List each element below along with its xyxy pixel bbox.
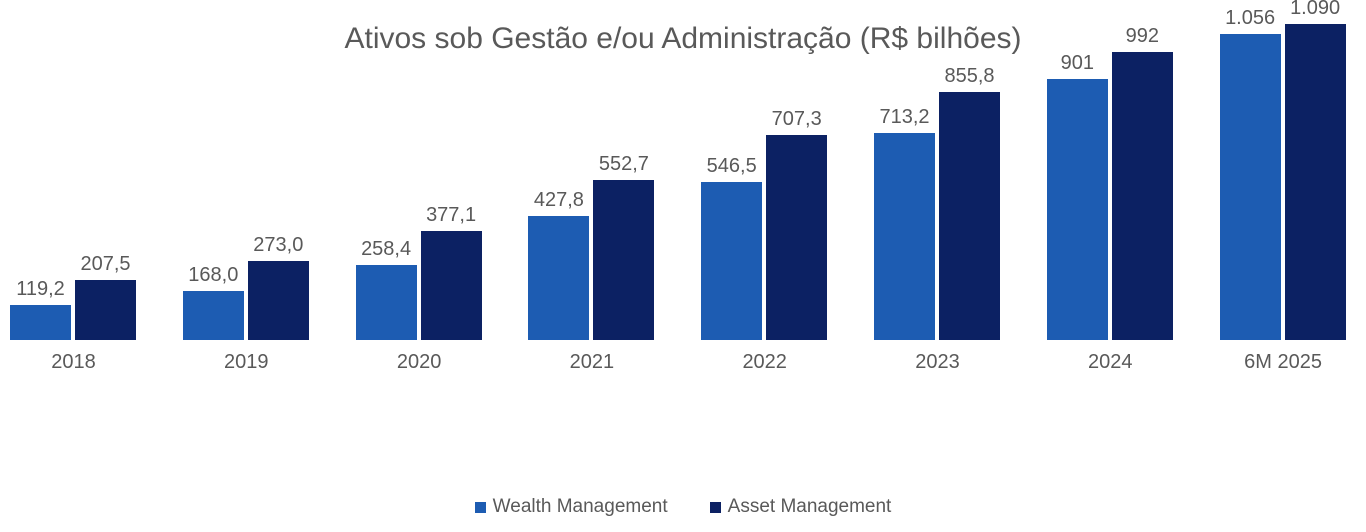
- bar-pair: 168,0 273,0: [182, 234, 310, 340]
- bar-pair: 901 992: [1046, 25, 1174, 340]
- value-label: 901: [1060, 52, 1094, 74]
- bar-asset-management: 552,7: [593, 153, 655, 340]
- bar-group: 168,0 273,0 2019: [182, 234, 310, 373]
- bar-group: 901 992 2024: [1046, 25, 1174, 373]
- legend-item-asset-management: Asset Management: [709, 496, 892, 518]
- category-label: 2020: [396, 351, 442, 373]
- value-label: 168,0: [188, 264, 239, 286]
- legend-label: Asset Management: [727, 496, 892, 517]
- bar-wealth-management: 1.056: [1219, 7, 1281, 340]
- bar-asset-management: 855,8: [939, 65, 1000, 340]
- plot-area: 119,2 207,5 2018 168,0 273,0 2019 258,4 377,1 20…: [10, 0, 1347, 373]
- value-label: 427,8: [533, 189, 584, 211]
- value-label: 1.056: [1225, 7, 1276, 29]
- bar-pair: 1.056 1.090: [1219, 0, 1347, 340]
- chart-title: Ativos sob Gestão e/ou Administração (R$…: [344, 22, 1022, 55]
- value-label: 207,5: [80, 253, 131, 275]
- bar-pair: 119,2 207,5: [10, 253, 137, 340]
- bar-pair: 427,8 552,7: [528, 153, 655, 340]
- bar-group: 258,4 377,1 2020: [355, 204, 483, 373]
- value-label: 713,2: [879, 106, 930, 128]
- bar-asset-management: 207,5: [75, 253, 136, 340]
- bar-asset-management: 377,1: [420, 204, 482, 340]
- bar-group: 713,2 855,8 2023: [874, 65, 1001, 373]
- value-label: 377,1: [426, 204, 477, 226]
- bar-group: 546,5 707,3 2022: [701, 108, 828, 373]
- bar-group: 119,2 207,5 2018: [10, 253, 137, 373]
- bar-wealth-management: 168,0: [182, 264, 244, 340]
- bar-pair: 546,5 707,3: [701, 108, 828, 340]
- value-label: 1.090: [1290, 0, 1341, 19]
- value-label: 552,7: [598, 153, 649, 175]
- bar-asset-management: 992: [1111, 25, 1173, 340]
- bar-wealth-management: 119,2: [10, 278, 71, 340]
- bar-group: 1.056 1.090 6M 2025: [1219, 0, 1347, 373]
- value-label: 855,8: [944, 65, 995, 87]
- category-label: 2023: [915, 351, 960, 373]
- legend-label: Wealth Management: [492, 496, 668, 517]
- legend: Wealth Management Asset Management: [0, 496, 1366, 518]
- bar-asset-management: 273,0: [247, 234, 309, 340]
- value-label: 707,3: [771, 108, 822, 130]
- category-label: 2024: [1088, 351, 1133, 373]
- legend-marker-icon: [709, 501, 721, 513]
- bar-wealth-management: 546,5: [701, 155, 763, 340]
- category-label: 2021: [569, 351, 615, 373]
- category-label: 6M 2025: [1244, 351, 1323, 373]
- value-label: 992: [1125, 25, 1159, 47]
- category-label: 2019: [224, 351, 269, 373]
- category-label: 2018: [51, 351, 96, 373]
- value-label: 546,5: [706, 155, 757, 177]
- bar-asset-management: 1.090: [1284, 0, 1346, 340]
- bar-group: 427,8 552,7 2021: [528, 153, 655, 373]
- bar-wealth-management: 713,2: [874, 106, 935, 340]
- bar-pair: 713,2 855,8: [874, 65, 1001, 340]
- legend-item-wealth-management: Wealth Management: [474, 496, 668, 518]
- bar-wealth-management: 901: [1046, 52, 1108, 340]
- value-label: 258,4: [361, 238, 412, 260]
- legend-marker-icon: [474, 501, 486, 513]
- bar-pair: 258,4 377,1: [355, 204, 483, 340]
- value-label: 273,0: [253, 234, 304, 256]
- value-label: 119,2: [16, 278, 65, 300]
- bar-wealth-management: 258,4: [355, 238, 417, 340]
- bar-wealth-management: 427,8: [528, 189, 590, 340]
- category-label: 2022: [742, 351, 787, 373]
- bar-asset-management: 707,3: [766, 108, 828, 340]
